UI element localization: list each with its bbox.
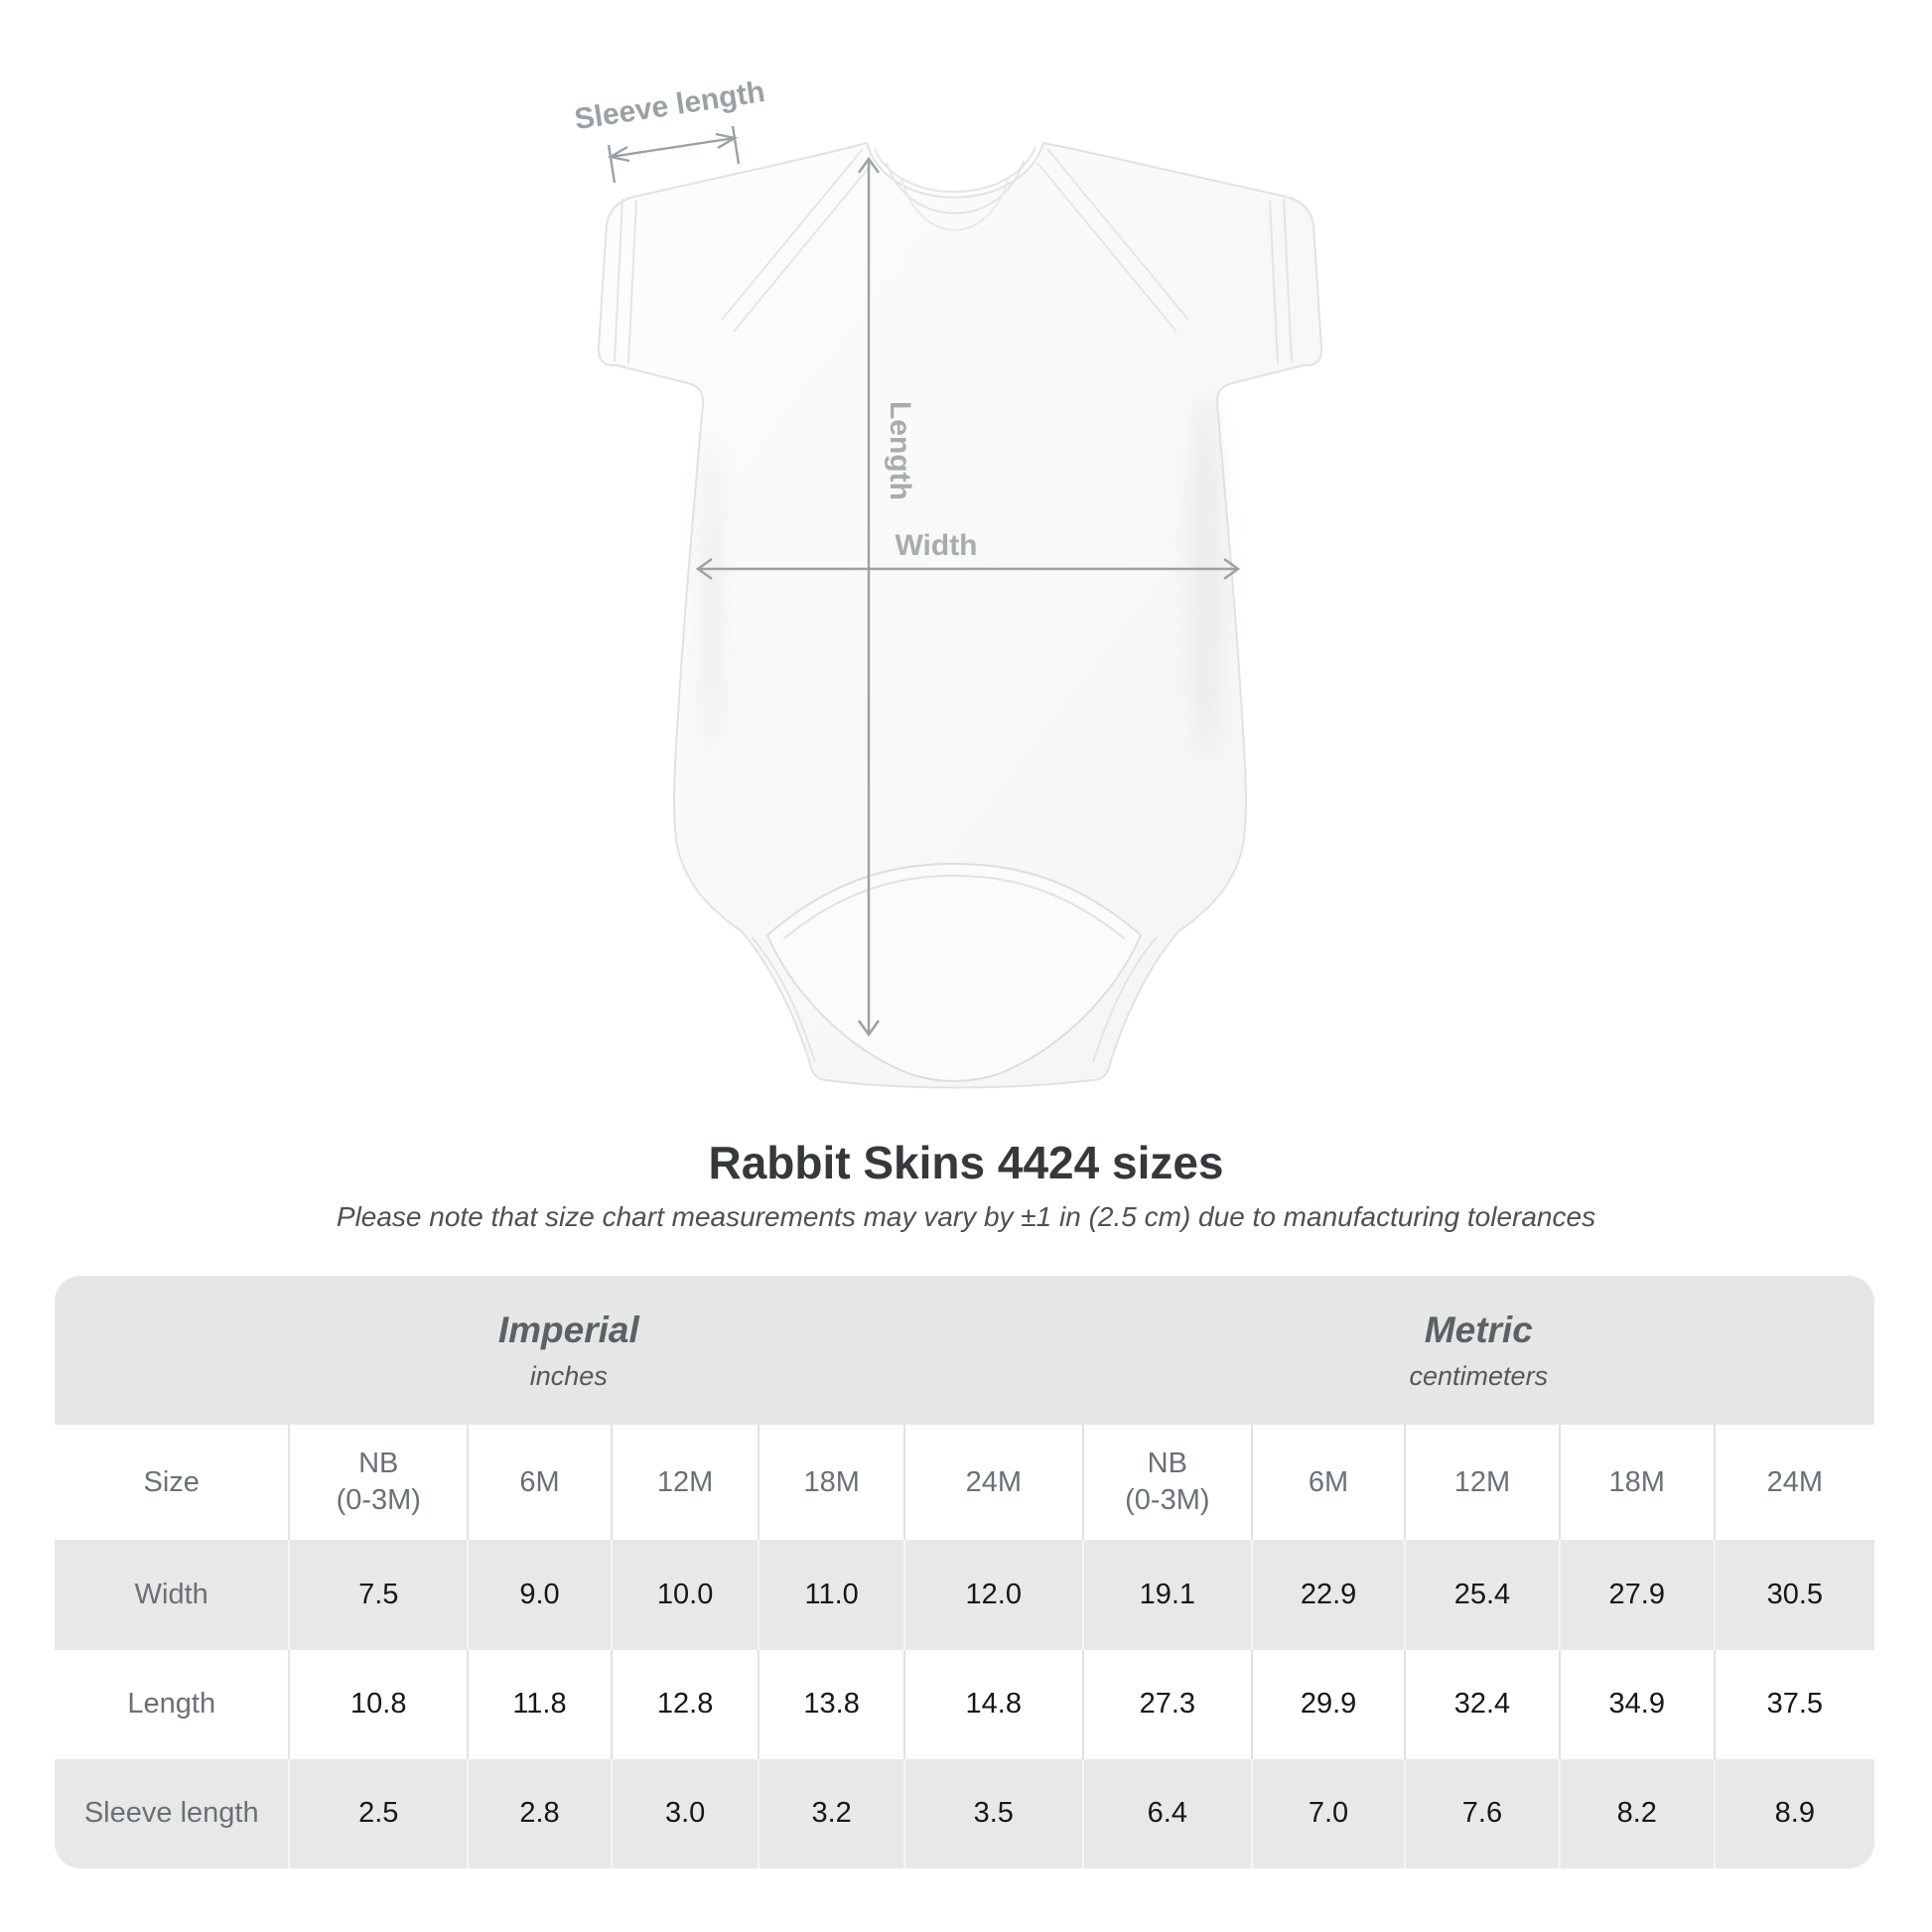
leg-bindings: [751, 936, 1158, 1063]
width-value: 11.0: [758, 1540, 904, 1650]
crotch-flap: [765, 862, 1143, 1082]
sleeve-value: 6.4: [1081, 1758, 1253, 1868]
size-table: Imperial inches Metric centimeters Size …: [55, 1276, 1874, 1868]
sleeve-value: 3.5: [902, 1758, 1083, 1868]
length-value: 13.8: [758, 1649, 904, 1759]
width-row-label: Width: [134, 1579, 208, 1611]
col-header-12m-metric: 12M: [1404, 1425, 1560, 1541]
width-value: 25.4: [1404, 1540, 1560, 1650]
width-value: 27.9: [1558, 1540, 1715, 1650]
metric-label: Metric: [1424, 1309, 1533, 1350]
length-arrow: [858, 156, 880, 1037]
sleeve-hems: [614, 198, 1293, 364]
sleeve-value: 7.0: [1251, 1758, 1406, 1868]
length-label: Length: [884, 401, 916, 500]
length-value: 37.5: [1713, 1649, 1874, 1759]
sleeve-value: 8.2: [1558, 1758, 1715, 1868]
sleeve-row-label: Sleeve length: [83, 1797, 259, 1830]
page-subtitle: Please note that size chart measurements…: [336, 1201, 1596, 1232]
sleeve-length-arrow: [607, 125, 741, 184]
metric-section-header: Metric centimeters: [1083, 1276, 1874, 1425]
sleeve-value: 8.9: [1713, 1758, 1874, 1868]
shoulder-seams: [721, 148, 1189, 333]
onesie-body: [597, 141, 1323, 1089]
garment-figure: Sleeve length Length Width: [571, 79, 1335, 1102]
sleeve-value: 2.5: [288, 1758, 469, 1868]
col-header-nb-metric: NB (0-3M): [1081, 1425, 1253, 1541]
length-value: 11.8: [467, 1649, 612, 1759]
width-value: 30.5: [1713, 1540, 1874, 1650]
length-value: 29.9: [1251, 1649, 1406, 1759]
neckline-seams: [874, 146, 1036, 231]
sleeve-length-label: Sleeve length: [573, 79, 767, 136]
width-value: 22.9: [1251, 1540, 1406, 1650]
page-title: Rabbit Skins 4424 sizes: [708, 1137, 1224, 1188]
length-value: 27.3: [1081, 1649, 1253, 1759]
width-value: 19.1: [1081, 1540, 1253, 1650]
col-header-24m-metric: 24M: [1713, 1425, 1874, 1541]
metric-unit: centimeters: [1409, 1360, 1549, 1391]
unit-header-row: Imperial inches Metric centimeters: [55, 1276, 1874, 1426]
length-value: 34.9: [1558, 1649, 1715, 1759]
crotch-flap-binding: [782, 874, 1126, 940]
size-header-row: Size NB (0-3M) 6M 12M 18M 24M NB (0-3M) …: [55, 1425, 1874, 1541]
width-value: 12.0: [902, 1540, 1083, 1650]
width-value: 9.0: [467, 1540, 612, 1650]
imperial-section-header: Imperial inches: [55, 1276, 1083, 1425]
sleeve-value: 3.2: [758, 1758, 904, 1868]
length-value: 12.8: [610, 1649, 759, 1759]
sleeve-value: 7.6: [1404, 1758, 1560, 1868]
length-value: 14.8: [902, 1649, 1083, 1759]
width-row: Width 7.5 9.0 10.0 11.0 12.0 19.1 22.9 2…: [55, 1540, 1874, 1650]
width-value: 10.0: [610, 1540, 759, 1650]
length-value: 32.4: [1404, 1649, 1560, 1759]
width-arrow: [695, 558, 1241, 580]
col-header-6m-imperial: 6M: [467, 1425, 612, 1541]
length-value: 10.8: [288, 1649, 469, 1759]
shade-right-side: [1188, 397, 1224, 755]
col-header-18m-imperial: 18M: [758, 1425, 904, 1541]
col-header-12m-imperial: 12M: [610, 1425, 759, 1541]
imperial-unit: inches: [529, 1360, 608, 1391]
size-header: Size: [143, 1465, 200, 1498]
col-header-24m-imperial: 24M: [902, 1425, 1083, 1541]
length-row-label: Length: [127, 1688, 216, 1721]
size-table-container: Imperial inches Metric centimeters Size …: [55, 1276, 1874, 1868]
onesie-diagram: Sleeve length Length Width: [573, 79, 1323, 1089]
sleeve-length-row: Sleeve length 2.5 2.8 3.0 3.2 3.5 6.4 7.…: [55, 1758, 1874, 1868]
length-row: Length 10.8 11.8 12.8 13.8 14.8 27.3 29.…: [55, 1649, 1874, 1759]
col-header-nb-imperial: NB (0-3M): [288, 1425, 469, 1541]
width-value: 7.5: [288, 1540, 469, 1650]
col-header-6m-metric: 6M: [1251, 1425, 1406, 1541]
imperial-label: Imperial: [497, 1309, 639, 1350]
sleeve-value: 3.0: [610, 1758, 759, 1868]
shade-left-side: [698, 437, 726, 755]
width-label: Width: [895, 529, 977, 562]
col-header-18m-metric: 18M: [1558, 1425, 1715, 1541]
sleeve-value: 2.8: [467, 1758, 612, 1868]
